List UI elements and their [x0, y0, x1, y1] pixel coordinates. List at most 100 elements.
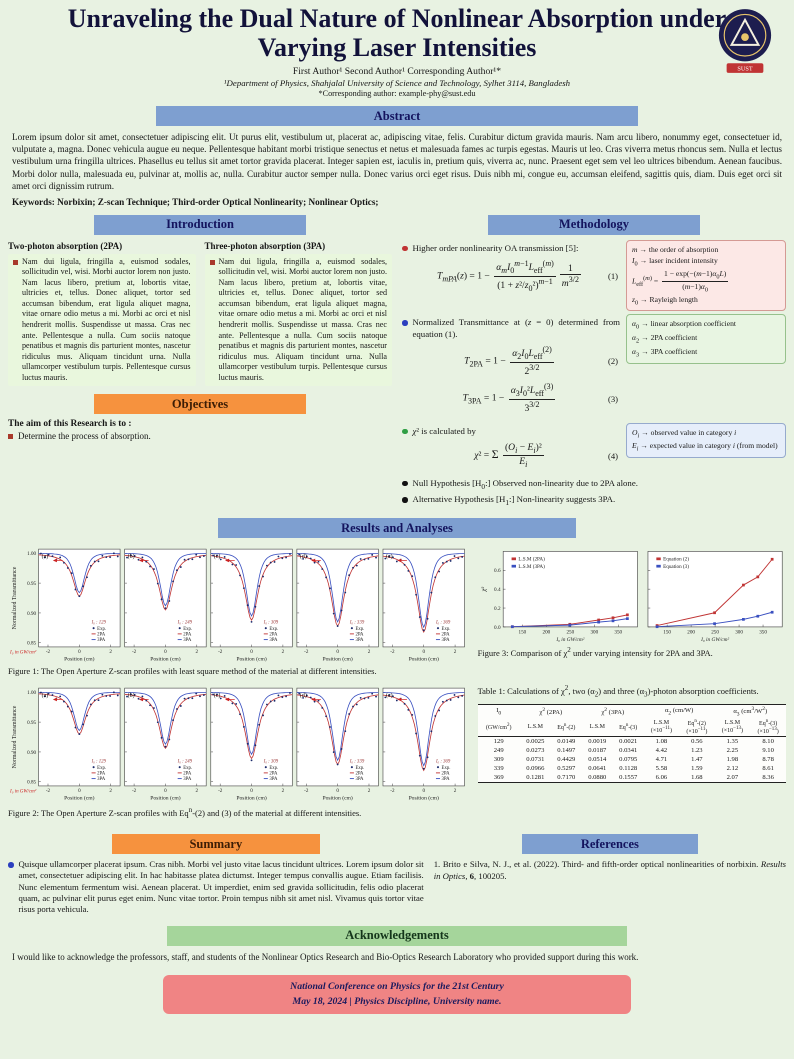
svg-text:350: 350	[759, 630, 767, 636]
svg-text:150: 150	[518, 630, 526, 636]
svg-text:0: 0	[422, 649, 425, 655]
symbols-box-m: m → the order of absorption I0 → laser in…	[626, 239, 786, 312]
objective-item: Determine the process of absorption.	[8, 431, 392, 441]
svg-text:2PA: 2PA	[183, 772, 192, 777]
objectives-heading: Objectives	[94, 394, 306, 415]
figure-2-block: Normalized Transmittance 1.00 0.95 0.90 0.85…	[8, 682, 468, 818]
svg-text:0: 0	[336, 649, 339, 655]
svg-text:200: 200	[542, 630, 550, 636]
svg-text:0: 0	[336, 789, 339, 795]
figure-2-caption: Figure 2: The Open Aperture Z-scan profi…	[8, 805, 362, 818]
svg-text:2PA: 2PA	[97, 772, 106, 777]
svg-text:Exp.: Exp.	[97, 627, 106, 632]
intro-3pa-box: Nam dui ligula, fringilla a, euismod sod…	[204, 253, 392, 387]
svg-text:(e): (e)	[386, 553, 393, 560]
svg-text:0: 0	[78, 649, 81, 655]
symbols-box-alpha: α0 → linear absorption coefficient α2 → 2…	[626, 314, 786, 364]
svg-text:-2: -2	[304, 649, 309, 655]
svg-text:Position (cm): Position (cm)	[150, 656, 180, 663]
svg-text:300: 300	[735, 630, 743, 636]
reference-item: 1. Brito e Silva, N. J., et al. (2022). …	[433, 859, 786, 881]
figure-3-chi-squared-plot: χ² 0.0 0.2 0.4 0.6 150 200 250 300 350 I₀ in GW/cm…	[478, 543, 786, 644]
svg-text:Exp.: Exp.	[183, 627, 192, 632]
svg-text:2PA: 2PA	[355, 772, 364, 777]
equation-3-body: T3PA = 1 − α3I0²Leff(3) 33/2	[462, 382, 556, 415]
svg-text:2PA: 2PA	[269, 633, 278, 638]
svg-text:3PA: 3PA	[442, 778, 451, 783]
svg-text:Position (cm): Position (cm)	[236, 656, 266, 663]
svg-text:(b): (b)	[128, 553, 135, 560]
svg-text:2: 2	[196, 649, 199, 655]
svg-text:(d): (d)	[300, 692, 307, 699]
svg-text:I₀ : 309: I₀ : 309	[263, 760, 279, 765]
svg-text:I₀ in GW/cm²: I₀ in GW/cm²	[9, 789, 37, 795]
bullet-square-icon	[13, 259, 18, 265]
equation-2: T2PA = 1 − α2I0Leff(2) 23/2 (2)	[412, 345, 618, 377]
equation-1-number: (1)	[607, 271, 618, 282]
svg-text:3PA: 3PA	[355, 778, 364, 783]
logo-banner-text: SUST	[737, 66, 752, 73]
results-heading: Results and Analyses	[218, 518, 576, 539]
svg-text:1.00: 1.00	[27, 551, 36, 557]
alternative-hypothesis-bullet: Alternative Hypothesis [H1:] Non-lineari…	[402, 494, 786, 507]
intro-2pa-text: Nam dui ligula, fringilla a, euismod sod…	[22, 256, 191, 382]
section-abstract: Abstract Lorem ipsum dolor sit amet, con…	[8, 98, 786, 207]
intro-2pa-column: Two-photon absorption (2PA) Nam dui ligu…	[8, 240, 196, 387]
svg-text:2PA: 2PA	[442, 772, 451, 777]
svg-text:Position (cm): Position (cm)	[322, 656, 352, 663]
abstract-text: Lorem ipsum dolor sit amet, consectetuer…	[12, 132, 782, 191]
bullet-square-icon	[209, 259, 215, 265]
svg-text:L.S.M (2PA): L.S.M (2PA)	[518, 556, 545, 563]
svg-text:Position (cm): Position (cm)	[409, 795, 439, 802]
summary-item: Quisque ullamcorper placerat ipsum. Cras…	[8, 859, 424, 915]
svg-text:3PA: 3PA	[355, 638, 364, 643]
svg-text:2PA: 2PA	[97, 633, 106, 638]
svg-text:250: 250	[711, 630, 719, 636]
equation-1-body: TmPA(z) = 1 − αmI0m−1Leff(m) (1 + z²/z0²)…	[437, 259, 581, 293]
equation-2-number: (2)	[607, 356, 618, 367]
bullet-circle-icon	[402, 497, 408, 503]
svg-text:I₀ : 369: I₀ : 369	[435, 621, 451, 626]
objective-item-text: Determine the process of absorption.	[18, 431, 151, 442]
svg-text:I₀ : 249: I₀ : 249	[177, 621, 193, 626]
svg-text:I₀ in GW/cm²: I₀ in GW/cm²	[700, 637, 729, 643]
svg-text:Exp.: Exp.	[269, 766, 278, 771]
svg-text:0.95: 0.95	[27, 581, 36, 587]
svg-text:3PA: 3PA	[269, 778, 278, 783]
equation-3-number: (3)	[607, 393, 618, 404]
svg-text:-2: -2	[390, 789, 395, 795]
svg-text:-2: -2	[132, 789, 137, 795]
figure-1-caption: Figure 1: The Open Aperture Z-scan profi…	[8, 666, 377, 677]
svg-text:Normalized Transmittance: Normalized Transmittance	[12, 706, 18, 769]
methodology-heading: Methodology	[488, 214, 700, 235]
acknowledgements-text: I would like to acknowledge the professo…	[12, 951, 639, 962]
svg-text:0: 0	[422, 789, 425, 795]
svg-text:I₀ : 339: I₀ : 339	[349, 621, 365, 626]
section-summary: Summary Quisque ullamcorper placerat ips…	[8, 826, 424, 918]
svg-text:-2: -2	[218, 649, 223, 655]
svg-text:0.90: 0.90	[27, 750, 36, 756]
table-1-block: Table 1: Calculations of χ2, two (α2) an…	[477, 682, 786, 784]
bullet-circle-icon	[402, 480, 408, 487]
svg-text:Exp.: Exp.	[183, 766, 192, 771]
null-hypothesis-text: Null Hypothesis [H0:] Observed non-linea…	[412, 477, 638, 491]
svg-text:2PA: 2PA	[269, 772, 278, 777]
equation-4-body: χ² = Σ (Oi − Ei)² Ei	[474, 441, 544, 470]
svg-text:2: 2	[454, 649, 457, 655]
intro-3pa-column: Three-photon absorption (3PA) Nam dui li…	[204, 240, 392, 387]
svg-text:χ²: χ²	[480, 587, 487, 593]
bullet-circle-icon	[402, 320, 408, 326]
svg-text:(c): (c)	[214, 692, 221, 699]
svg-text:0: 0	[78, 789, 81, 795]
acknowledgements-heading: Acknowledgements	[167, 925, 627, 946]
svg-text:250: 250	[566, 630, 574, 636]
svg-text:I₀ : 249: I₀ : 249	[177, 760, 193, 765]
svg-text:Exp.: Exp.	[442, 627, 451, 632]
svg-text:-2: -2	[132, 649, 137, 655]
intro-2pa-box: Nam dui ligula, fringilla a, euismod sod…	[8, 253, 196, 387]
svg-text:3PA: 3PA	[442, 638, 451, 643]
svg-text:2: 2	[454, 789, 457, 795]
svg-text:150: 150	[663, 630, 671, 636]
svg-text:I₀ in GW/cm²: I₀ in GW/cm²	[555, 637, 584, 643]
svg-text:I₀ : 129: I₀ : 129	[91, 621, 107, 626]
